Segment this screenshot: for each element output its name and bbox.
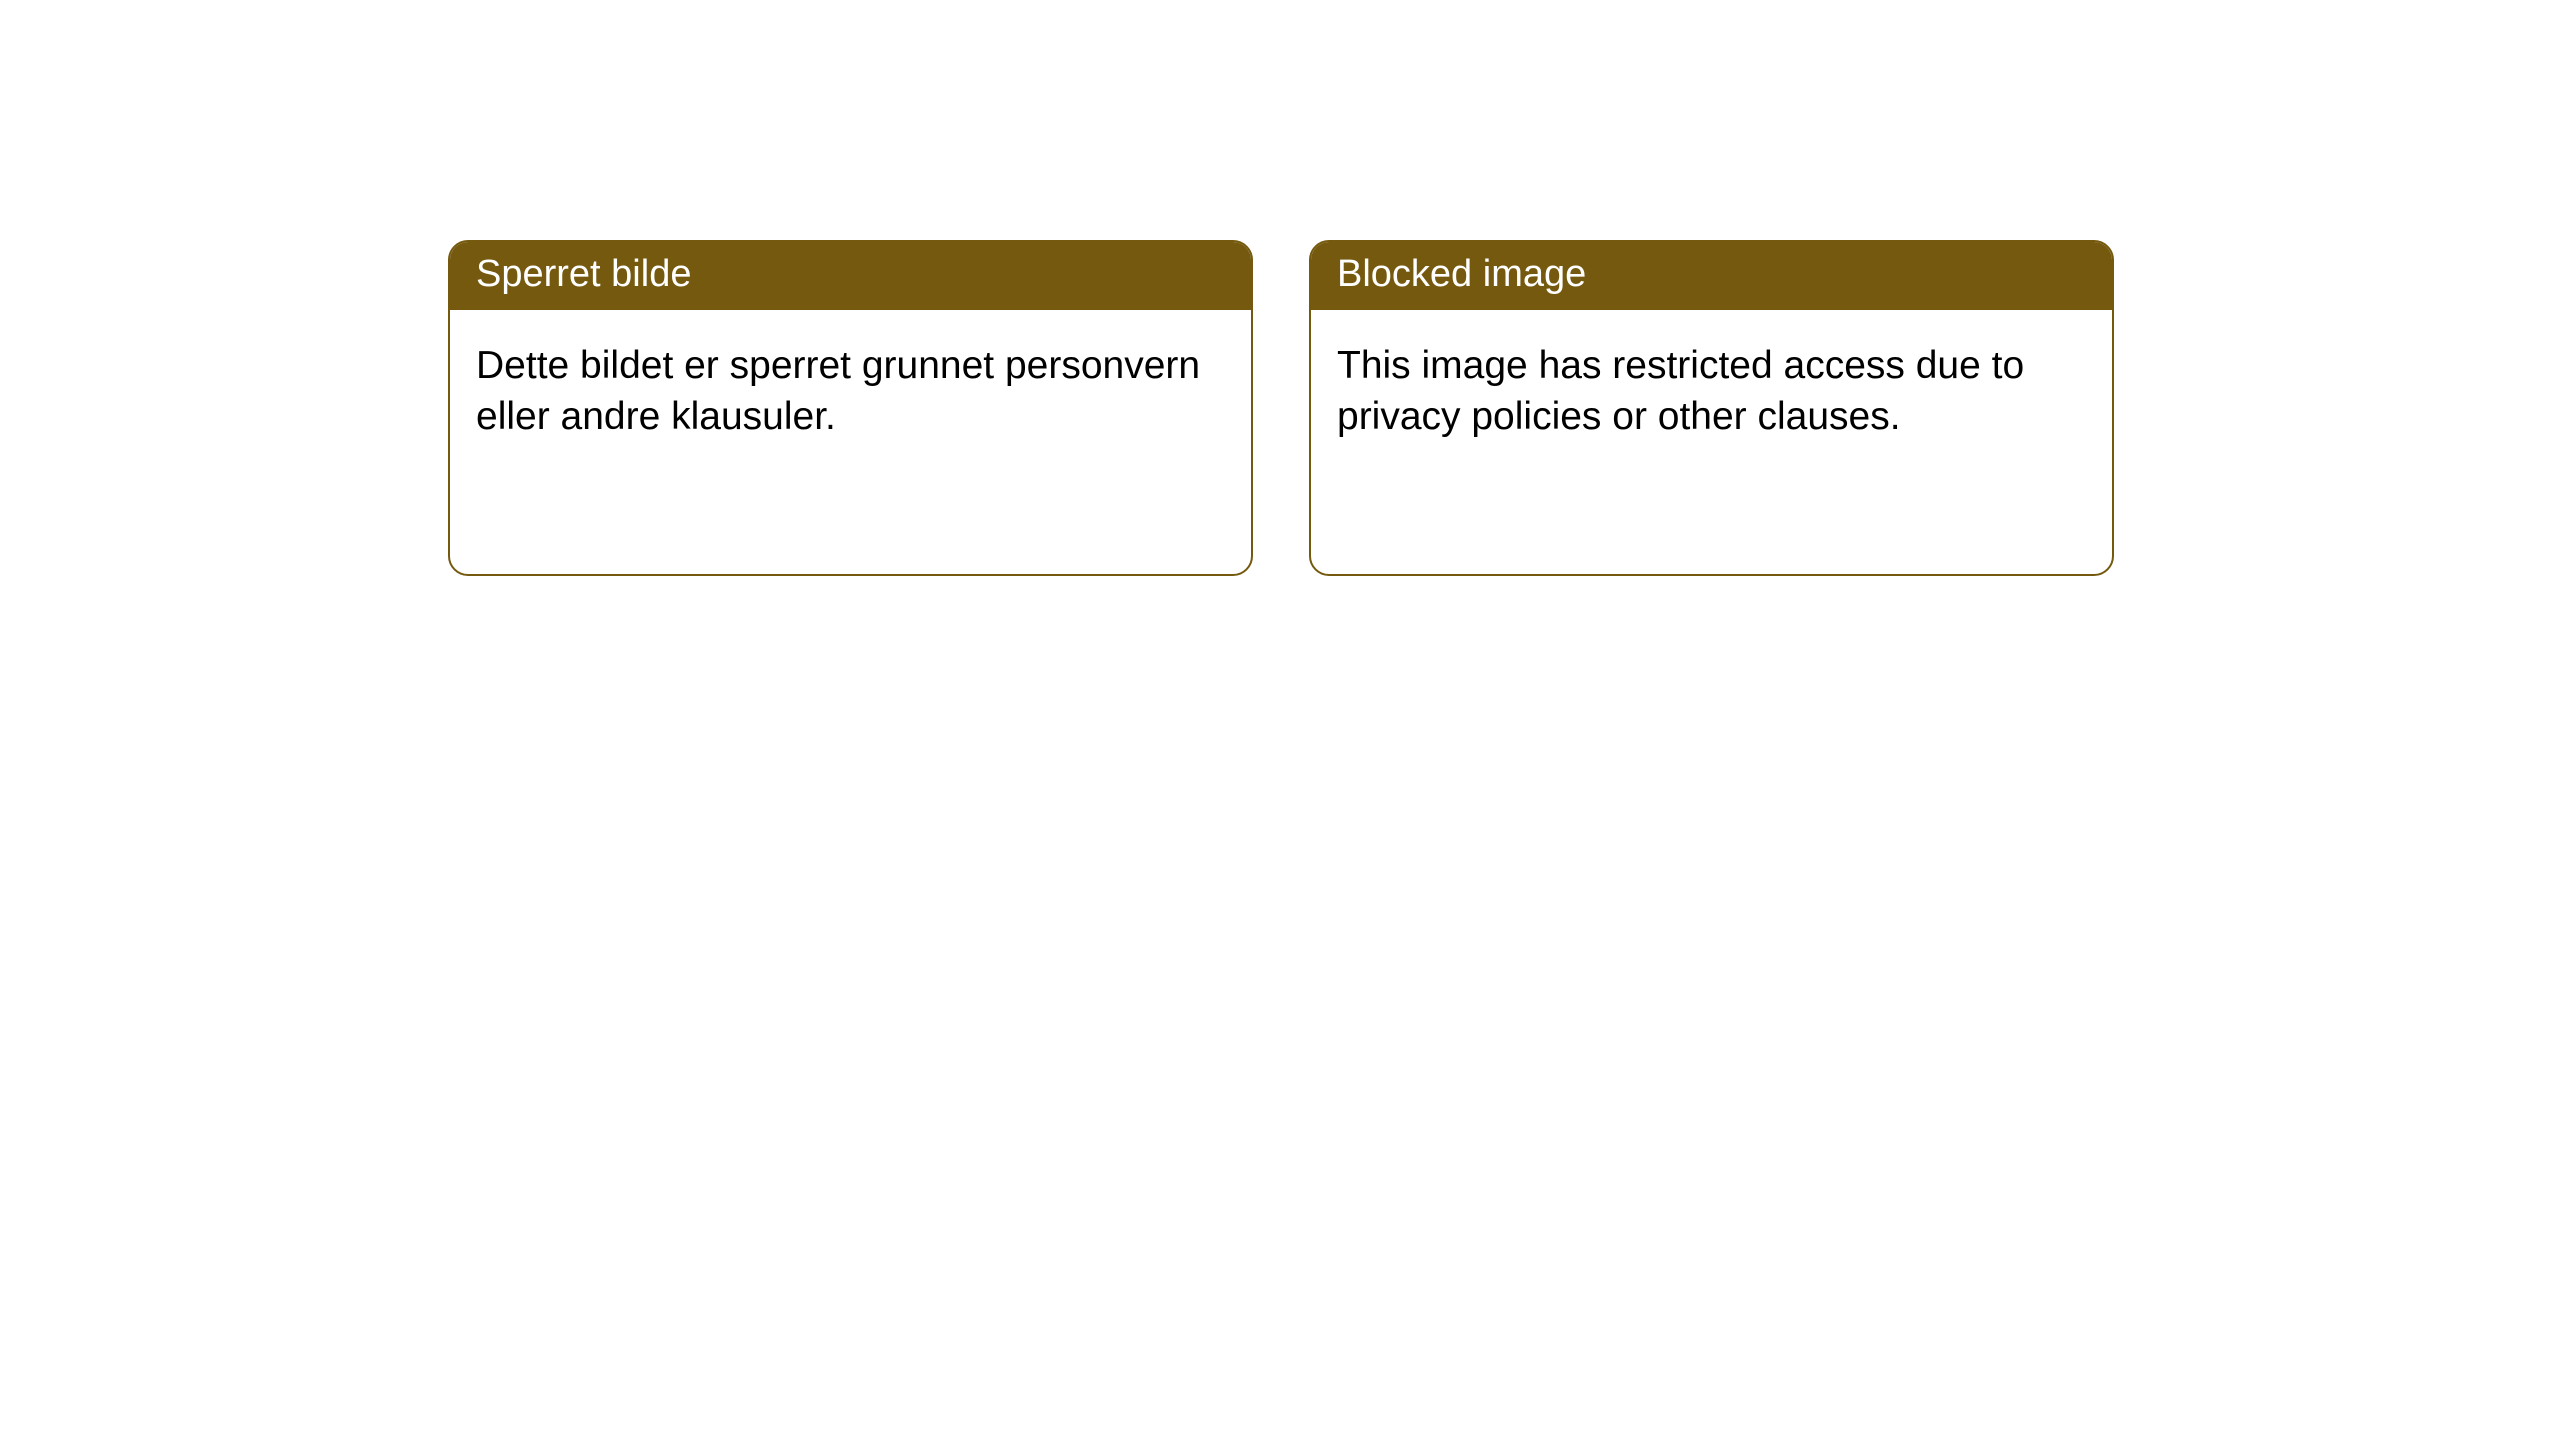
blocked-image-card-en: Blocked image This image has restricted … (1309, 240, 2114, 576)
card-title: Sperret bilde (476, 253, 691, 295)
card-title: Blocked image (1337, 253, 1586, 295)
notice-container: Sperret bilde Dette bildet er sperret gr… (0, 0, 2560, 576)
blocked-image-card-no: Sperret bilde Dette bildet er sperret gr… (448, 240, 1253, 576)
card-body: This image has restricted access due to … (1311, 310, 2112, 473)
card-header: Blocked image (1311, 242, 2112, 310)
card-header: Sperret bilde (450, 242, 1251, 310)
card-body: Dette bildet er sperret grunnet personve… (450, 310, 1251, 473)
card-message: This image has restricted access due to … (1337, 344, 2024, 438)
card-message: Dette bildet er sperret grunnet personve… (476, 344, 1200, 438)
